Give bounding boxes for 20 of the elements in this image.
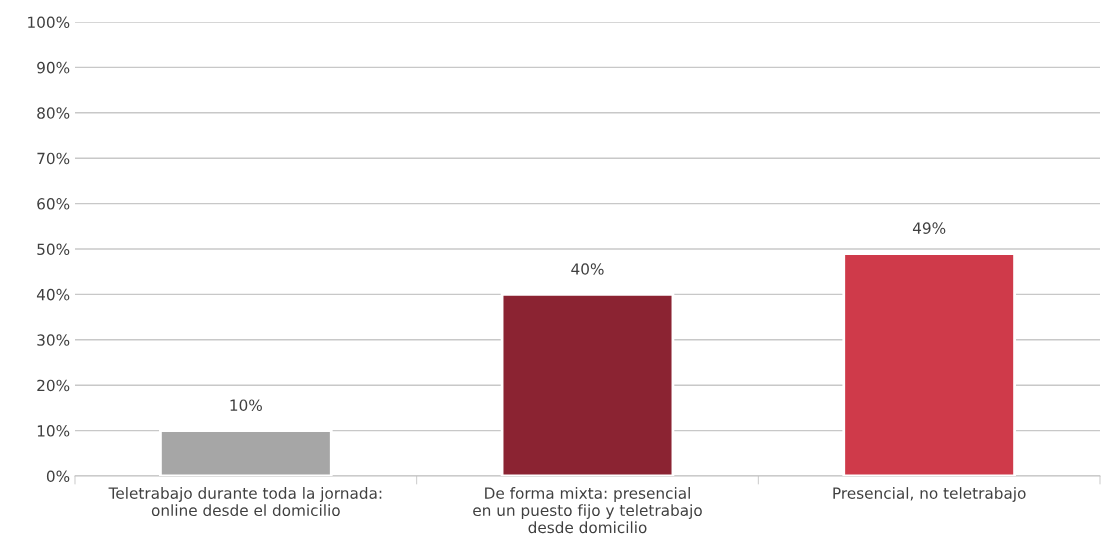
data-label: 49%: [912, 222, 946, 234]
y-tick-label: 50%: [37, 243, 70, 256]
y-tick-label: 60%: [37, 198, 70, 210]
y-tick-label: 90%: [37, 61, 70, 74]
y-tick-label: 30%: [37, 334, 70, 346]
x-tick-label: Presencial, no teletrabajo: [833, 487, 1026, 502]
y-tick-label: 70%: [37, 152, 70, 165]
y-tick-label: 0%: [46, 470, 70, 483]
y-tick-label: 40%: [36, 288, 70, 301]
y-tick-label: 20%: [37, 379, 70, 392]
y-tick-label: 100%: [28, 16, 70, 29]
x-tick-label: Teletrabajo durante toda la jornada: online desde el domicilio: [108, 487, 382, 517]
y-tick-label: 10%: [37, 425, 70, 437]
data-label: 10%: [230, 399, 262, 411]
data-label: 40%: [571, 263, 604, 275]
bar: [842, 252, 1016, 476]
bar: [159, 429, 333, 476]
bar: [500, 293, 675, 476]
x-tick-label: De forma mixta: presencial en un puesto fijo y teletrabajo desde domicilio: [473, 487, 702, 534]
y-tick-label: 80%: [37, 107, 70, 119]
